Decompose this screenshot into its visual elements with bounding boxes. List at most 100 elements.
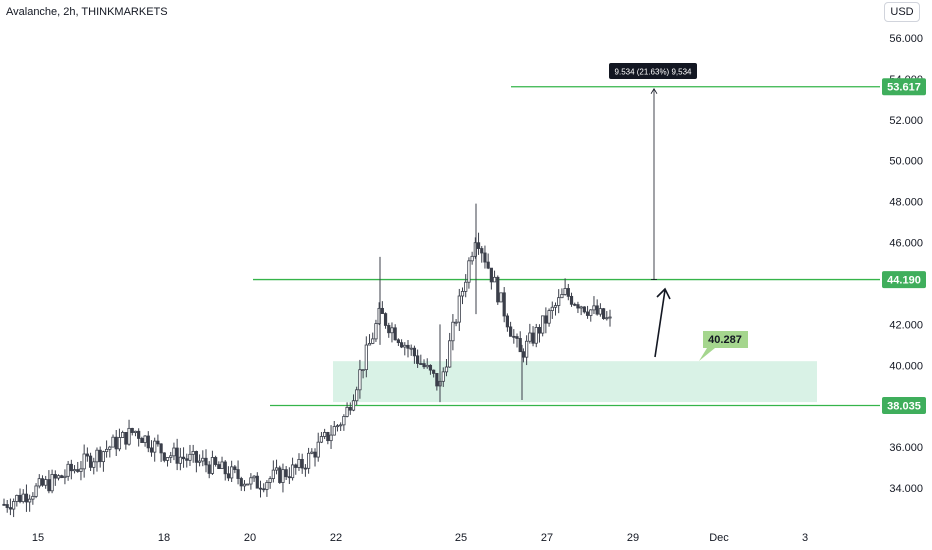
candle <box>557 289 561 314</box>
candle <box>233 465 237 474</box>
candle <box>162 452 166 463</box>
candle <box>492 270 497 283</box>
candle <box>56 474 61 481</box>
y-tick-label: 36.000 <box>889 442 923 454</box>
candle <box>489 267 493 290</box>
candle <box>290 457 295 481</box>
candle <box>348 402 352 415</box>
candle <box>409 344 413 356</box>
x-tick-label: 29 <box>627 532 639 544</box>
candle <box>496 275 500 305</box>
level-price-label: 53.617 <box>887 82 921 94</box>
y-tick-label: 50.000 <box>889 156 923 168</box>
candle <box>172 442 176 461</box>
x-tick-label: 3 <box>802 532 808 544</box>
support-zone[interactable] <box>333 361 817 403</box>
candle <box>579 305 583 316</box>
candle <box>598 303 602 317</box>
candle <box>40 475 45 487</box>
candle <box>355 386 359 406</box>
candle <box>358 359 362 399</box>
candle <box>518 331 522 353</box>
candle <box>181 447 186 468</box>
candle <box>470 251 474 265</box>
candle <box>310 448 314 455</box>
measure-arrowhead <box>650 87 658 94</box>
candle <box>537 324 542 343</box>
candle <box>60 474 64 479</box>
candle <box>101 450 105 472</box>
y-tick-label: 42.000 <box>889 319 923 331</box>
candle <box>239 476 243 491</box>
candle <box>34 483 38 499</box>
candle <box>605 311 609 321</box>
x-tick-label: 27 <box>541 532 553 544</box>
candle <box>566 283 570 301</box>
candle <box>274 459 279 475</box>
candle <box>8 498 13 516</box>
candle <box>435 373 439 391</box>
candle <box>505 313 509 332</box>
candle <box>133 430 138 437</box>
candle <box>387 322 391 338</box>
candle <box>114 429 118 457</box>
candle <box>569 292 574 307</box>
candle <box>130 427 134 436</box>
candle <box>127 419 131 446</box>
candle <box>448 332 452 368</box>
candle <box>499 292 503 303</box>
candle <box>460 287 465 305</box>
y-tick-label: 46.000 <box>889 238 923 250</box>
candle <box>521 348 526 363</box>
candle <box>342 414 346 431</box>
candle <box>12 498 16 518</box>
candle <box>153 437 157 462</box>
candle <box>457 288 461 332</box>
candle <box>601 307 606 320</box>
candle <box>18 488 22 504</box>
candle <box>76 461 80 473</box>
candle <box>476 232 481 255</box>
candle <box>220 456 224 470</box>
candle <box>124 431 128 450</box>
candle <box>541 315 545 337</box>
candle <box>252 475 256 482</box>
candle <box>95 447 99 472</box>
candle <box>66 460 70 481</box>
candle <box>159 443 163 462</box>
candle <box>15 494 19 507</box>
candle <box>226 466 231 482</box>
currency-button[interactable]: USD <box>884 2 920 22</box>
candle <box>178 447 182 471</box>
candle <box>374 319 378 342</box>
x-tick-label: 20 <box>244 532 256 544</box>
candle <box>28 494 32 512</box>
candle <box>249 473 253 490</box>
candle <box>509 321 513 337</box>
measure-label: 9.534 (21.63%) 9,534 <box>615 68 692 77</box>
candle <box>242 480 247 492</box>
candle <box>428 364 433 375</box>
candle <box>547 308 551 327</box>
candle <box>21 489 25 504</box>
candle <box>419 354 423 365</box>
candle <box>111 434 115 448</box>
time-axis: 15 18 20 22 25 27 29 Dec 3 <box>32 532 808 544</box>
candle <box>149 440 154 457</box>
candle <box>44 475 48 489</box>
candle <box>140 436 144 443</box>
level-price-label: 38.035 <box>887 400 921 412</box>
price-axis: 34.00036.00038.00040.00042.00044.00046.0… <box>889 33 923 495</box>
candle <box>262 483 266 493</box>
candle <box>175 438 179 471</box>
candle <box>117 428 122 452</box>
candle <box>137 428 141 447</box>
candle <box>393 324 397 341</box>
candle <box>246 483 250 486</box>
candle <box>194 450 198 473</box>
projection-arrow[interactable] <box>654 289 666 358</box>
candle <box>230 460 234 483</box>
price-callout[interactable]: 40.287 <box>699 331 748 361</box>
x-tick-label: 18 <box>158 532 170 544</box>
